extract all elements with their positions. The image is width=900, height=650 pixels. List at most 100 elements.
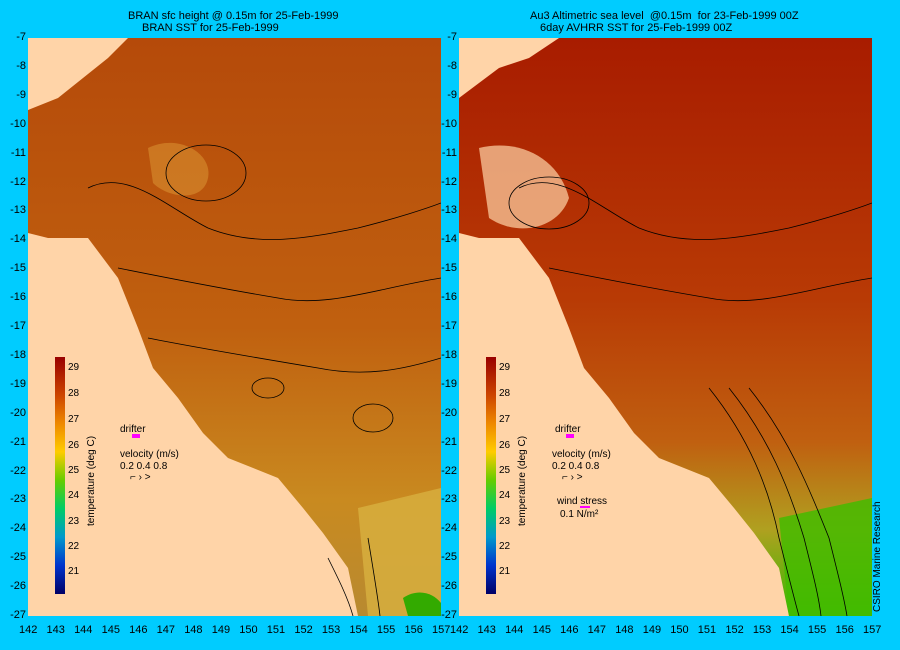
left-velocity-values: 0.2 0.4 0.8: [120, 461, 168, 472]
right-velocity-values: 0.2 0.4 0.8: [552, 461, 600, 472]
x-tick-label: 151: [697, 624, 717, 636]
right-contours: [508, 176, 872, 616]
left-velocity-label: velocity (m/s): [120, 449, 179, 460]
y-tick-label: -11: [10, 146, 26, 159]
x-tick-label: 151: [266, 624, 286, 636]
right-cb-tick: 23: [499, 516, 511, 527]
y-tick-label: -17: [10, 320, 26, 332]
y-tick-label: -21: [10, 435, 26, 448]
x-tick-label: 143: [46, 624, 65, 636]
y-tick-label: -21: [441, 435, 457, 448]
right-wind-marker: [580, 506, 590, 508]
x-tick-label: 150: [670, 624, 689, 636]
right-cb-tick: 28: [499, 388, 511, 399]
left-sea-region: [28, 38, 441, 616]
x-tick-label: 155: [376, 624, 396, 636]
right-drifter-label: drifter: [555, 424, 581, 435]
x-tick-label: 147: [156, 624, 176, 636]
y-tick-label: -10: [10, 117, 26, 130]
y-tick-label: -9: [16, 88, 26, 101]
left-cb-tick: 24: [68, 490, 80, 501]
x-tick-label: 156: [404, 624, 423, 636]
x-tick-label: 142: [450, 624, 469, 636]
x-tick-label: 146: [129, 624, 148, 636]
y-tick-label: -14: [441, 233, 457, 246]
x-tick-label: 149: [642, 624, 662, 636]
x-tick-label: 157: [863, 624, 882, 636]
left-cb-tick: 23: [68, 516, 80, 527]
left-green-patch: [403, 592, 441, 616]
y-tick-label: -22: [441, 464, 457, 477]
right-title-1: Au3 Altimetric sea level @0.15m for 23-F…: [530, 10, 799, 22]
y-tick-label: -10: [441, 117, 457, 130]
y-tick-label: -9: [447, 88, 457, 101]
y-tick-label: -7: [16, 31, 26, 43]
y-tick-label: -25: [10, 551, 26, 564]
right-velocity-arrows: ⌐ › >: [562, 472, 583, 483]
right-cb-tick: 24: [499, 490, 511, 501]
right-wind-label: wind stress: [557, 496, 608, 507]
right-title-2: 6day AVHRR SST for 25-Feb-1999 00Z: [540, 22, 733, 34]
left-contours: [87, 144, 441, 616]
right-wind-value: 0.1 N/m²: [560, 509, 599, 520]
x-tick-label: 155: [807, 624, 827, 636]
y-tick-label: -13: [441, 204, 457, 217]
left-warm-eddy: [148, 142, 209, 196]
x-tick-label: 154: [349, 624, 368, 636]
y-tick-label: -24: [441, 522, 457, 535]
left-title-1: BRAN sfc height @ 0.15m for 25-Feb-1999: [128, 10, 339, 22]
x-tick-label: 144: [74, 624, 93, 636]
left-drifter-label: drifter: [120, 424, 146, 435]
x-tick-label: 146: [560, 624, 579, 636]
right-cb-tick: 21: [499, 566, 511, 577]
left-cb-tick: 22: [68, 541, 80, 552]
left-cb-tick: 28: [68, 388, 80, 399]
x-tick-label: 153: [752, 624, 772, 636]
y-tick-label: -24: [10, 522, 26, 535]
right-velocity-label: velocity (m/s): [552, 449, 611, 460]
y-tick-label: -15: [10, 262, 26, 275]
y-tick-label: -17: [441, 320, 457, 332]
y-tick-label: -19: [441, 377, 457, 390]
y-tick-label: -19: [10, 377, 26, 390]
x-tick-label: 144: [505, 624, 524, 636]
x-tick-label: 145: [101, 624, 120, 636]
left-cb-tick: 25: [68, 465, 80, 476]
y-tick-label: -20: [441, 406, 457, 419]
x-tick-label: 157: [432, 624, 451, 636]
y-tick-label: -26: [441, 580, 457, 593]
x-tick-label: 148: [184, 624, 203, 636]
x-tick-label: 147: [587, 624, 607, 636]
left-cool-south: [358, 488, 441, 616]
y-tick-label: -27: [441, 609, 457, 621]
y-tick-label: -23: [441, 493, 457, 506]
y-tick-label: -14: [10, 233, 26, 246]
x-tick-label: 152: [294, 624, 313, 636]
y-tick-label: -16: [10, 291, 26, 304]
y-tick-label: -16: [441, 291, 457, 304]
right-green-south: [779, 498, 872, 616]
left-cb-tick: 29: [68, 362, 80, 373]
left-map-panel: [28, 38, 441, 616]
y-tick-label: -20: [10, 406, 26, 419]
right-map-svg: [459, 38, 872, 616]
y-tick-label: -23: [10, 493, 26, 506]
y-tick-label: -12: [441, 175, 457, 188]
right-cb-tick: 22: [499, 541, 511, 552]
x-tick-label: 150: [239, 624, 258, 636]
y-tick-label: -22: [10, 464, 26, 477]
left-map-svg: [28, 38, 441, 616]
y-tick-label: -12: [10, 175, 26, 188]
right-map-panel: [459, 38, 872, 616]
y-tick-label: -27: [10, 609, 26, 621]
left-cb-tick: 27: [68, 414, 80, 425]
x-tick-label: 156: [835, 624, 854, 636]
y-tick-label: -7: [447, 31, 457, 43]
right-cb-tick: 27: [499, 414, 511, 425]
y-tick-label: -13: [10, 204, 26, 217]
x-tick-label: 148: [615, 624, 634, 636]
x-tick-label: 149: [211, 624, 231, 636]
y-tick-label: -18: [441, 348, 457, 361]
y-tick-label: -8: [16, 59, 26, 72]
right-colorbar: [486, 357, 496, 594]
